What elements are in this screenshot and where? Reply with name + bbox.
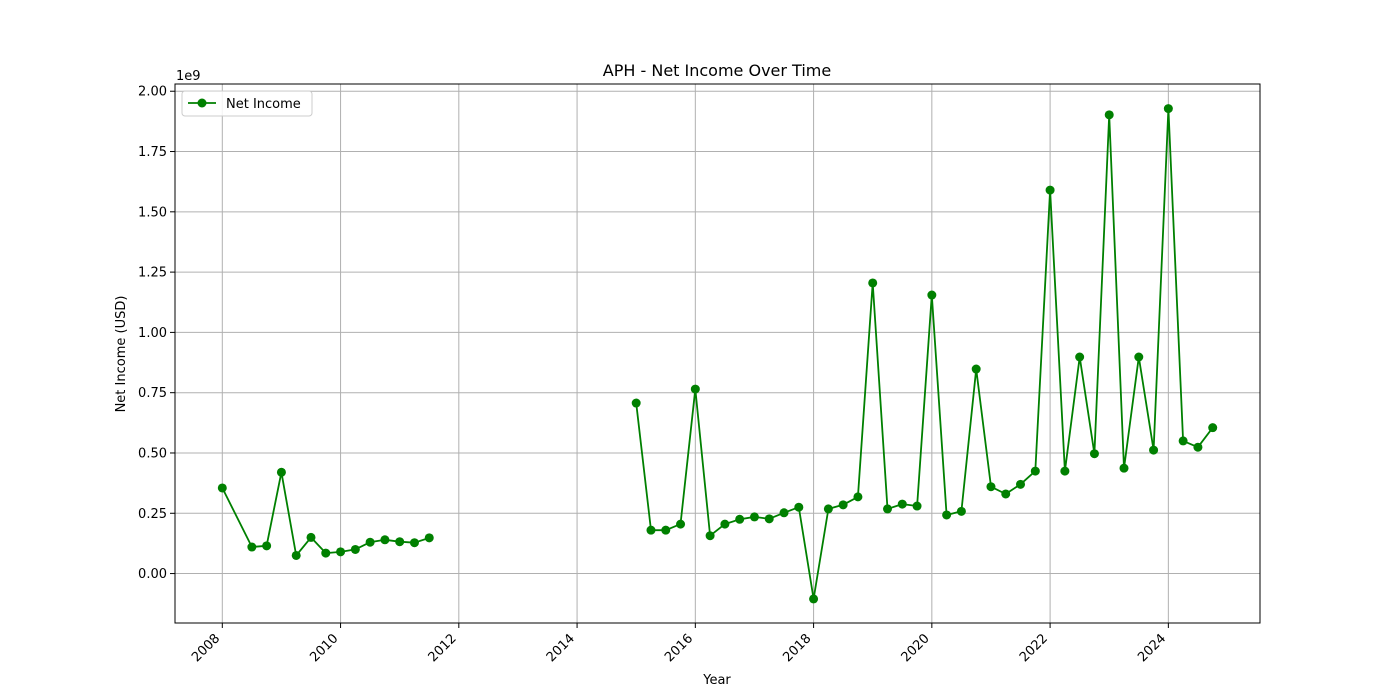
y-axis: 0.00 0.25 0.50 0.75 1.00 1.25 1.50 1.75 2.00 <box>138 85 175 582</box>
series-line-net-income <box>635 107 1214 600</box>
data-point <box>1089 449 1099 459</box>
data-point <box>336 547 346 557</box>
data-point <box>956 506 966 516</box>
data-point <box>1060 466 1070 476</box>
data-point <box>1001 489 1011 499</box>
data-point <box>986 482 996 492</box>
data-point <box>1104 110 1114 120</box>
y-tick-label: 1.75 <box>138 145 167 160</box>
x-tick-label: 2018 <box>780 631 814 665</box>
data-point <box>735 514 745 524</box>
data-point <box>897 499 907 509</box>
x-tick-label: 2016 <box>662 631 696 665</box>
y-tick-label: 0.25 <box>138 507 167 522</box>
x-axis-label: Year <box>702 673 731 688</box>
data-point <box>794 502 804 512</box>
data-point <box>868 278 878 288</box>
legend-label-net-income: Net Income <box>226 97 301 112</box>
data-point <box>882 504 892 514</box>
data-point <box>705 531 715 541</box>
y-tick-label: 1.50 <box>138 205 167 220</box>
data-point <box>779 508 789 518</box>
y-tick-label: 2.00 <box>138 85 167 100</box>
data-point <box>276 467 286 477</box>
legend: Net Income <box>181 90 313 117</box>
legend-box <box>181 90 313 117</box>
data-point <box>942 510 952 520</box>
data-point <box>217 483 227 493</box>
y-tick-label: 0.00 <box>138 567 167 582</box>
x-tick-label: 2008 <box>189 631 223 665</box>
data-point <box>853 492 863 502</box>
data-point <box>690 384 700 394</box>
data-point <box>306 532 316 542</box>
data-point <box>720 519 730 529</box>
data-point <box>971 364 981 374</box>
data-point <box>1030 466 1040 476</box>
data-point <box>1193 442 1203 452</box>
data-point <box>1016 479 1026 489</box>
x-axis: 2008 2010 2012 2014 2016 2018 2020 2022 2024 <box>189 623 1169 665</box>
data-point <box>1119 463 1129 473</box>
grid <box>175 84 1260 623</box>
y-tick-label: 1.25 <box>138 266 167 281</box>
data-point <box>809 594 819 604</box>
data-point <box>631 398 641 408</box>
data-point <box>1178 436 1188 446</box>
data-point <box>1208 423 1218 433</box>
chart-title: APH - Net Income Over Time <box>603 61 831 80</box>
data-point <box>927 290 937 300</box>
x-tick-label: 2010 <box>307 631 341 665</box>
data-point <box>764 514 774 524</box>
x-tick-label: 2022 <box>1017 631 1051 665</box>
x-tick-label: 2012 <box>426 631 460 665</box>
legend-marker <box>197 98 207 108</box>
data-point <box>1075 352 1085 362</box>
x-tick-label: 2014 <box>544 631 578 665</box>
data-point <box>1149 445 1159 455</box>
y-tick-label: 0.50 <box>138 446 167 461</box>
data-point <box>350 544 360 554</box>
x-tick-label: 2020 <box>899 631 933 665</box>
data-point <box>365 537 375 547</box>
data-point <box>1045 185 1055 195</box>
data-point <box>1134 352 1144 362</box>
data-point <box>838 500 848 510</box>
data-point <box>646 525 656 535</box>
series-layer <box>217 104 1218 604</box>
data-point <box>395 537 405 547</box>
plot-area <box>174 83 1261 624</box>
data-point <box>262 541 272 551</box>
data-point <box>247 542 257 552</box>
y-tick-label: 0.75 <box>138 386 167 401</box>
data-point <box>912 501 922 511</box>
y-offset-label: 1e9 <box>176 69 201 84</box>
x-tick-label: 2024 <box>1135 631 1169 665</box>
y-tick-label: 1.00 <box>138 326 167 341</box>
data-point <box>409 538 419 548</box>
data-point <box>1163 104 1173 114</box>
data-point <box>380 535 390 545</box>
data-point <box>661 525 671 535</box>
data-point <box>823 504 833 514</box>
data-point <box>424 533 434 543</box>
data-point <box>291 550 301 560</box>
data-point <box>676 519 686 529</box>
data-point <box>321 548 331 558</box>
y-axis-label: Net Income (USD) <box>114 296 129 413</box>
data-point <box>749 512 759 522</box>
